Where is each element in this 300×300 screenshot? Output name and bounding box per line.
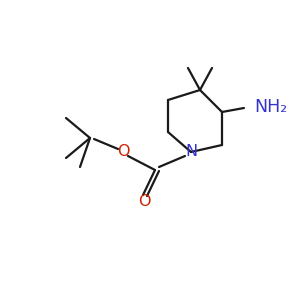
Text: N: N [185,145,197,160]
Text: O: O [117,145,129,160]
Text: O: O [138,194,150,209]
Text: NH₂: NH₂ [254,98,287,116]
